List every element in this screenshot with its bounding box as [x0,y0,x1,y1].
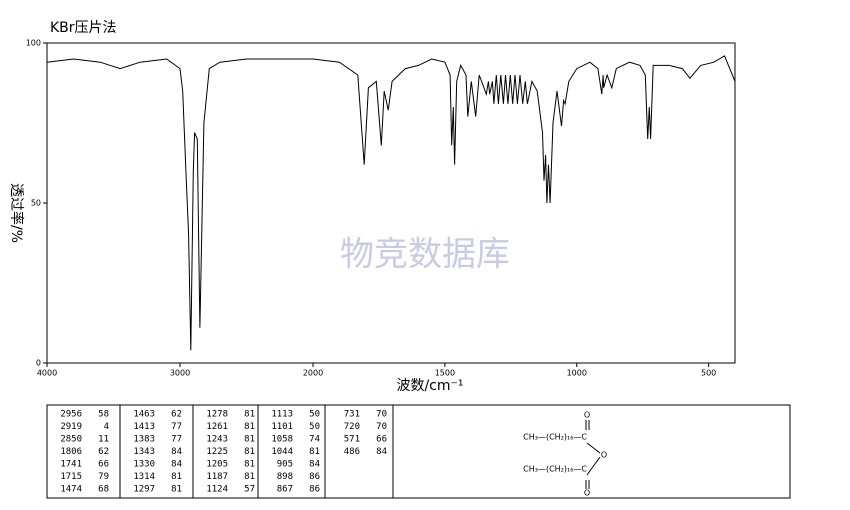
peak-wavenumber: 1343 [133,447,155,457]
peak-transmittance: 77 [171,422,182,432]
structure-chain: CH₃—(CH₂)₁₆—C [523,465,587,474]
peak-transmittance: 81 [244,435,255,445]
peak-transmittance: 62 [171,410,182,420]
peak-wavenumber: 1225 [206,447,228,457]
peak-transmittance: 81 [244,472,255,482]
peak-wavenumber: 1101 [271,422,293,432]
watermark: 物竞数据库 [340,235,510,275]
peak-transmittance: 81 [244,422,255,432]
peak-wavenumber: 1205 [206,460,228,470]
peak-transmittance: 66 [98,460,109,470]
peak-wavenumber: 867 [277,485,293,495]
peak-wavenumber: 2919 [60,422,82,432]
peak-wavenumber: 1124 [206,485,228,495]
peak-wavenumber: 1297 [133,485,155,495]
peak-transmittance: 77 [171,435,182,445]
y-tick-label: 50 [31,199,41,208]
x-tick-label: 4000 [37,369,57,378]
x-tick-label: 1500 [435,369,455,378]
peak-wavenumber: 1806 [60,447,82,457]
x-tick-label: 1000 [567,369,587,378]
peak-wavenumber: 1261 [206,422,228,432]
peak-transmittance: 58 [98,410,109,420]
y-tick-label: 0 [36,359,41,368]
peak-wavenumber: 1314 [133,472,155,482]
x-axis-label: 波数/cm⁻¹ [396,378,463,394]
peak-wavenumber: 1243 [206,435,228,445]
peak-transmittance: 4 [104,422,109,432]
peak-wavenumber: 898 [277,472,293,482]
peak-transmittance: 50 [309,410,320,420]
structure-chain: CH₃—(CH₂)₁₆—C [523,433,587,442]
peak-wavenumber: 1278 [206,410,228,420]
peak-transmittance: 86 [309,485,320,495]
peak-wavenumber: 1187 [206,472,228,482]
peak-transmittance: 84 [171,460,182,470]
structure-oxygen: O [584,411,590,420]
peak-transmittance: 81 [171,472,182,482]
peak-transmittance: 62 [98,447,109,457]
peak-transmittance: 81 [244,410,255,420]
peak-wavenumber: 1741 [60,460,82,470]
structure-oxygen: O [584,489,590,498]
peak-transmittance: 84 [171,447,182,457]
peak-transmittance: 81 [244,447,255,457]
peak-transmittance: 11 [98,435,109,445]
peak-wavenumber: 1044 [271,447,293,457]
peak-wavenumber: 486 [344,447,360,457]
peak-wavenumber: 1474 [60,485,82,495]
peak-wavenumber: 1413 [133,422,155,432]
peak-transmittance: 68 [98,485,109,495]
peak-wavenumber: 720 [344,422,360,432]
peak-transmittance: 81 [244,460,255,470]
peak-wavenumber: 1113 [271,410,293,420]
peak-wavenumber: 905 [277,460,293,470]
peak-table-frame [46,404,791,499]
structure-bonds [585,420,601,489]
peak-transmittance: 74 [309,435,320,445]
peak-wavenumber: 1715 [60,472,82,482]
spectrum-line [46,55,736,351]
peak-transmittance: 57 [244,485,255,495]
peak-transmittance: 84 [376,447,387,457]
peak-wavenumber: 1058 [271,435,293,445]
y-tick-label: 100 [26,39,41,48]
x-tick-label: 500 [701,369,716,378]
peak-transmittance: 70 [376,410,387,420]
chart-title: KBr压片法 [50,20,117,36]
peak-transmittance: 79 [98,472,109,482]
peak-wavenumber: 2956 [60,410,82,420]
peak-wavenumber: 1383 [133,435,155,445]
structure-oxygen: O [601,451,607,460]
peak-wavenumber: 571 [344,435,360,445]
peak-wavenumber: 1330 [133,460,155,470]
peak-transmittance: 66 [376,435,387,445]
peak-transmittance: 86 [309,472,320,482]
x-tick-label: 3000 [170,369,190,378]
peak-transmittance: 50 [309,422,320,432]
y-axis-label: 透过率/% [8,183,25,243]
peak-transmittance: 84 [309,460,320,470]
peak-transmittance: 81 [171,485,182,495]
peak-wavenumber: 731 [344,410,360,420]
peak-wavenumber: 2850 [60,435,82,445]
x-tick-label: 2000 [303,369,323,378]
peak-wavenumber: 1463 [133,410,155,420]
peak-transmittance: 70 [376,422,387,432]
peak-transmittance: 81 [309,447,320,457]
